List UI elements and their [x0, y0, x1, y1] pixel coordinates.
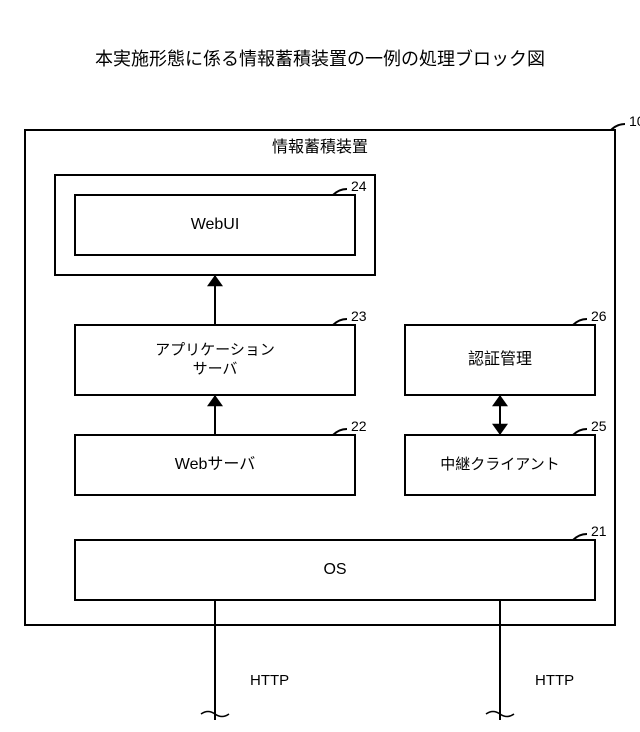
relay-label: 中継クライアント	[440, 456, 559, 473]
http-right-label: HTTP	[535, 672, 574, 689]
page-title: 本実施形態に係る情報蓄積装置の一例の処理ブロック図	[95, 48, 545, 69]
svg-text:21: 21	[591, 523, 607, 539]
websrv-label: Webサーバ	[175, 456, 255, 473]
container-label: 情報蓄積装置	[272, 138, 368, 156]
svg-text:26: 26	[591, 308, 607, 324]
svg-text:10: 10	[629, 113, 640, 129]
appsrv-label: サーバ	[193, 360, 238, 377]
svg-text:25: 25	[591, 418, 607, 434]
block-diagram: 本実施形態に係る情報蓄積装置の一例の処理ブロック図情報蓄積装置 10 WebUI 24…	[0, 0, 640, 732]
svg-text:22: 22	[351, 418, 367, 434]
container-ref: 10	[611, 113, 640, 130]
appsrv-label: アプリケーション	[155, 341, 275, 358]
os-label: OS	[323, 561, 346, 578]
auth-label: 認証管理	[468, 350, 532, 368]
webui-label: WebUI	[191, 216, 240, 233]
svg-text:24: 24	[351, 178, 367, 194]
svg-text:23: 23	[351, 308, 367, 324]
http-left-label: HTTP	[250, 672, 289, 689]
